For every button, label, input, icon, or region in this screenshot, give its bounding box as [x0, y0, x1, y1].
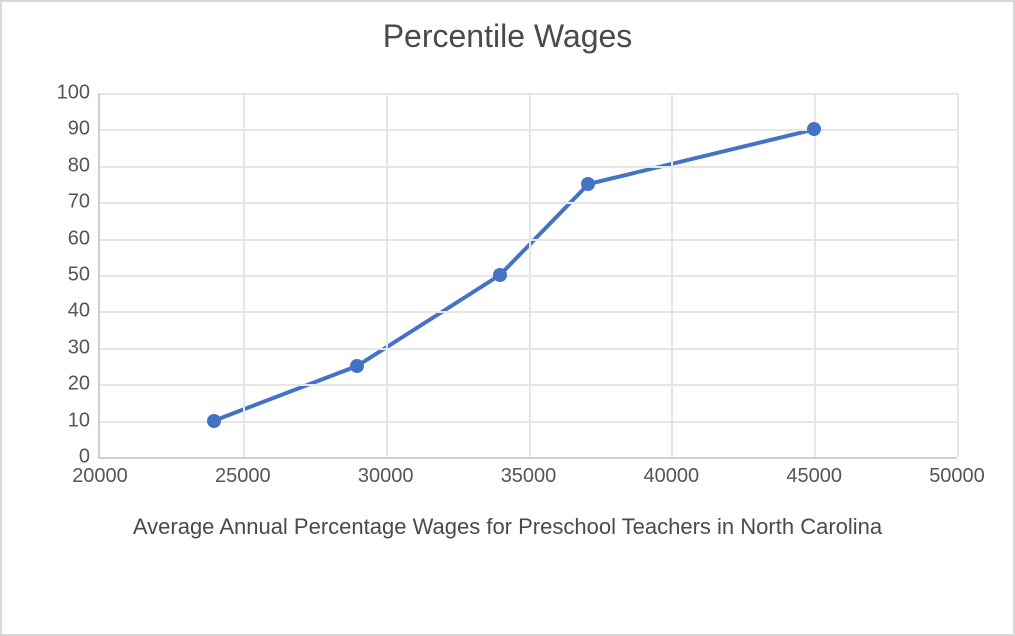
y-tick-label: 40 [68, 300, 100, 323]
plot-wrap: 0102030405060708090100200002500030000350… [20, 83, 995, 503]
gridline-vertical [814, 93, 816, 457]
data-marker [581, 177, 595, 191]
gridline-vertical [529, 93, 531, 457]
data-marker [350, 359, 364, 373]
y-tick-label: 60 [68, 227, 100, 250]
y-tick-label: 20 [68, 373, 100, 396]
x-tick-label: 45000 [786, 457, 842, 488]
y-tick-label: 50 [68, 264, 100, 287]
x-tick-label: 35000 [501, 457, 557, 488]
y-tick-label: 10 [68, 409, 100, 432]
y-tick-label: 90 [68, 118, 100, 141]
y-tick-label: 100 [57, 82, 100, 105]
chart-container: Percentile Wages 01020304050607080901002… [0, 0, 1015, 636]
y-tick-label: 80 [68, 154, 100, 177]
gridline-vertical [957, 93, 959, 457]
x-tick-label: 40000 [644, 457, 700, 488]
plot-area: 0102030405060708090100200002500030000350… [98, 93, 957, 459]
gridline-vertical [386, 93, 388, 457]
x-tick-label: 25000 [215, 457, 271, 488]
x-tick-label: 50000 [929, 457, 985, 488]
gridline-vertical [671, 93, 673, 457]
x-tick-label: 30000 [358, 457, 414, 488]
gridline-vertical [243, 93, 245, 457]
x-tick-label: 20000 [72, 457, 128, 488]
y-tick-label: 30 [68, 336, 100, 359]
y-tick-label: 70 [68, 191, 100, 214]
chart-title: Percentile Wages [20, 18, 995, 55]
x-axis-title: Average Annual Percentage Wages for Pres… [20, 513, 995, 542]
